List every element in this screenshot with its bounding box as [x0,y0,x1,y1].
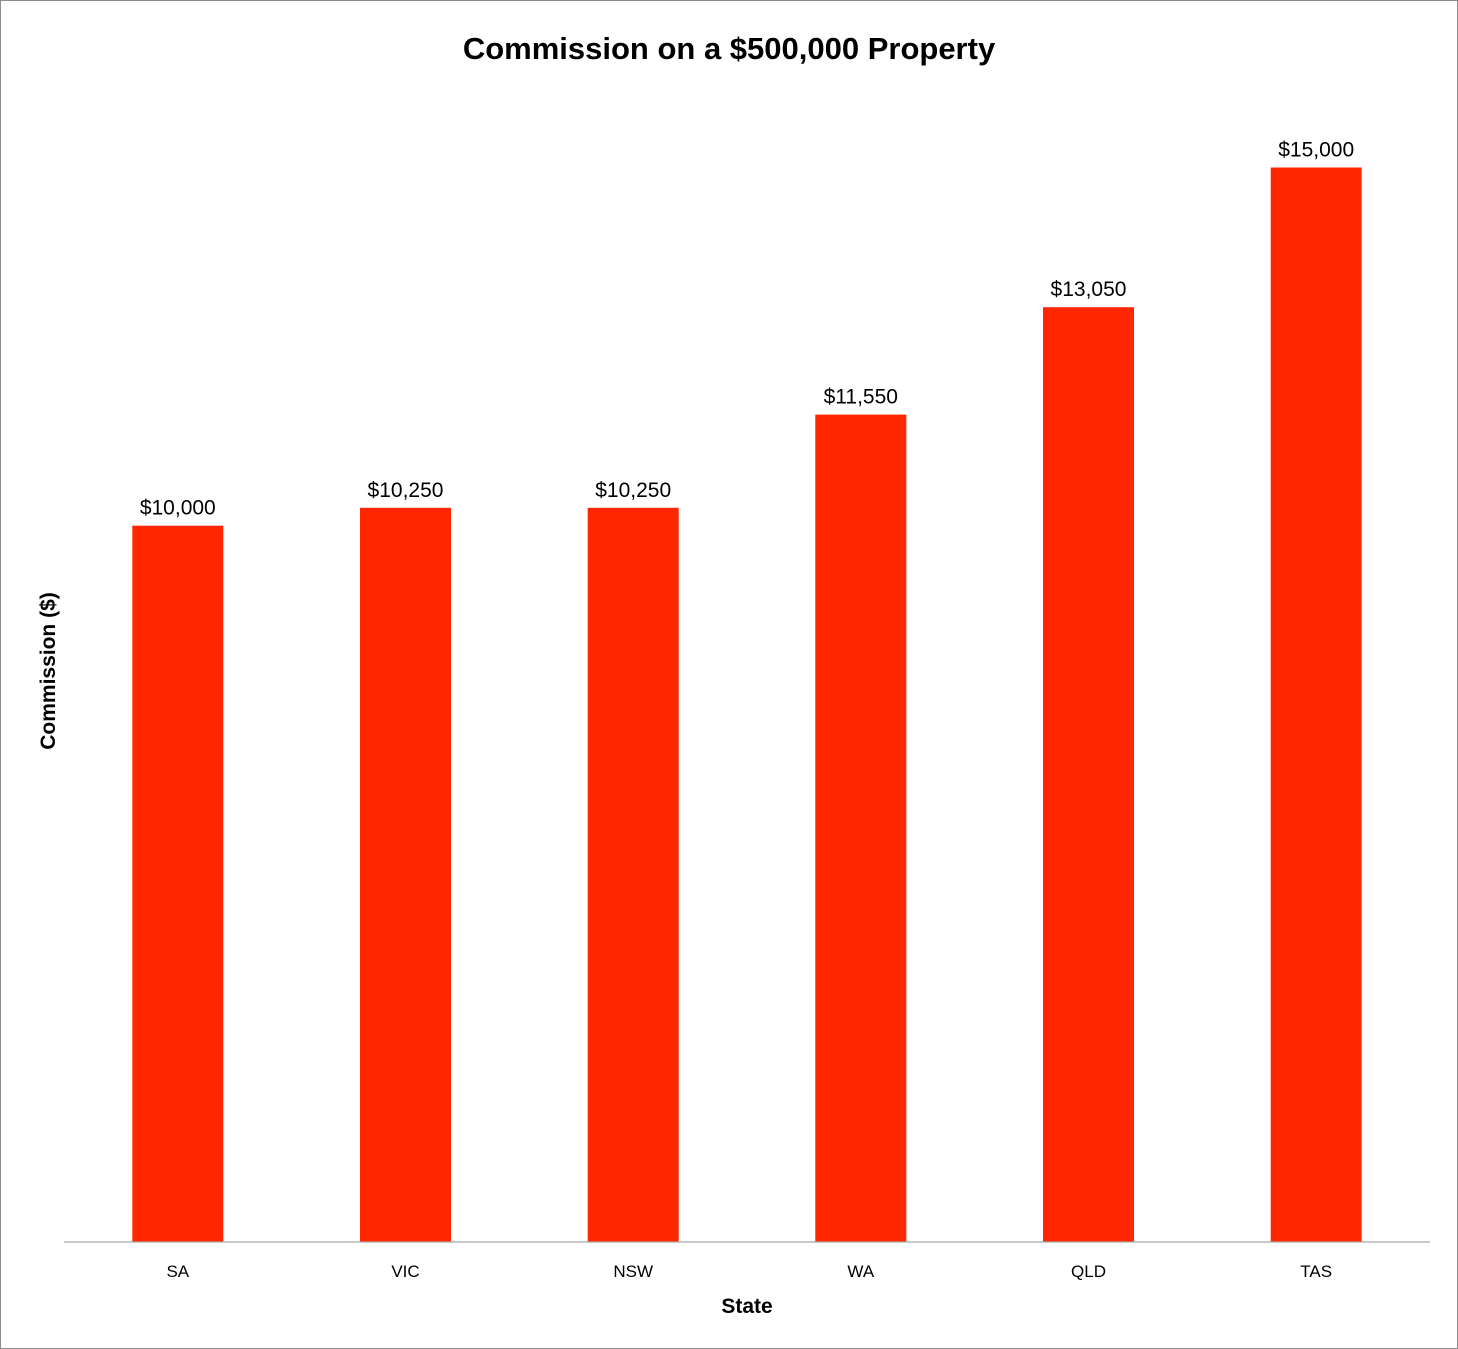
x-tick-label-wa: WA [847,1262,874,1281]
x-tick-label-qld: QLD [1071,1262,1106,1281]
x-tick-label-sa: SA [166,1262,189,1281]
data-label-wa: $11,550 [824,386,898,409]
bar-wa [815,414,907,1243]
bar-qld [1043,307,1134,1242]
bar-vic [360,507,451,1242]
data-labels-layer: $10,000 $10,250 $10,250 $11,550 $13,050 $15,0… [140,139,1354,520]
data-label-vic: $10,250 [368,479,444,502]
data-label-sa: $10,000 [140,497,216,520]
data-label-qld: $13,050 [1051,278,1127,301]
x-tick-label-nsw: NSW [613,1262,653,1281]
x-tick-label-tas: TAS [1300,1262,1332,1281]
x-tick-label-vic: VIC [391,1262,419,1281]
x-axis-title: State [721,1295,772,1318]
bars-layer [132,167,1362,1243]
bar-sa [132,525,224,1242]
y-axis-title: Commission ($) [37,592,60,750]
bar-nsw [587,507,679,1242]
bar-tas [1270,167,1362,1242]
x-tick-labels-layer: SA VIC NSW WA QLD TAS [166,1262,1332,1281]
data-label-tas: $15,000 [1278,139,1354,162]
data-label-nsw: $10,250 [595,479,671,502]
chart-title: Commission on a $500,000 Property [463,31,996,66]
